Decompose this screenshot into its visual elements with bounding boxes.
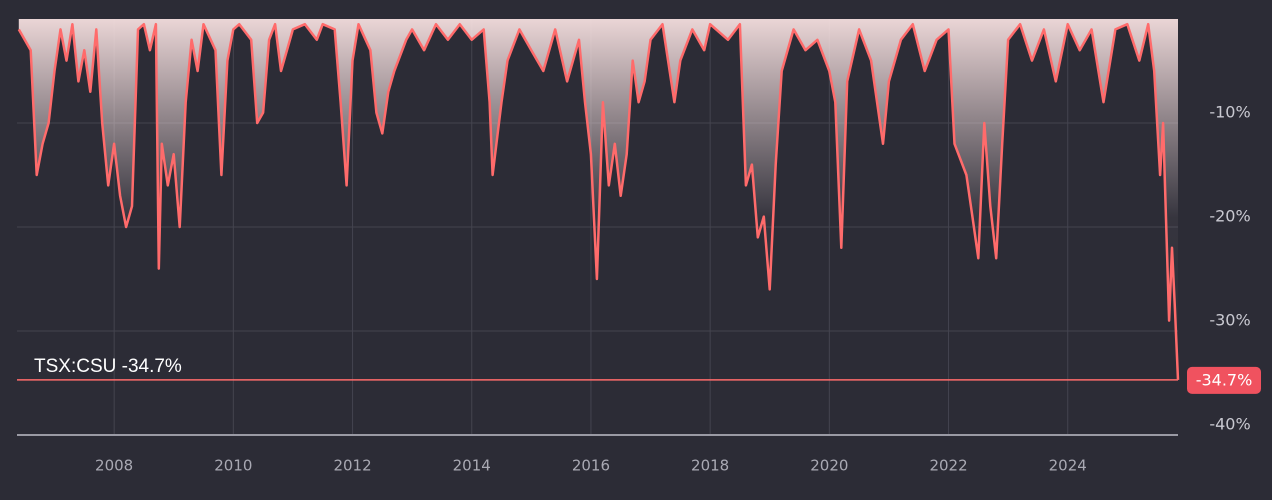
- value-badge-label: -34.7%: [1196, 370, 1253, 389]
- y-tick-label: -30%: [1209, 311, 1250, 330]
- y-tick-label: -20%: [1209, 207, 1250, 226]
- x-tick-label: 2012: [333, 457, 371, 475]
- x-tick-label: 2016: [572, 457, 610, 475]
- y-tick-label: -40%: [1209, 415, 1250, 434]
- x-tick-label: 2008: [95, 457, 133, 475]
- x-tick-label: 2024: [1049, 457, 1087, 475]
- y-tick-label: -10%: [1209, 103, 1250, 122]
- value-badge: [1187, 366, 1261, 394]
- x-tick-label: 2022: [929, 457, 967, 475]
- x-tick-label: 2018: [691, 457, 729, 475]
- line: [17, 22, 1180, 380]
- x-tick-label: 2020: [810, 457, 848, 475]
- x-tick-label: 2014: [453, 457, 491, 475]
- annotation: TSX:CSU -34.7%: [34, 356, 182, 377]
- x-tick-label: 2010: [214, 457, 252, 475]
